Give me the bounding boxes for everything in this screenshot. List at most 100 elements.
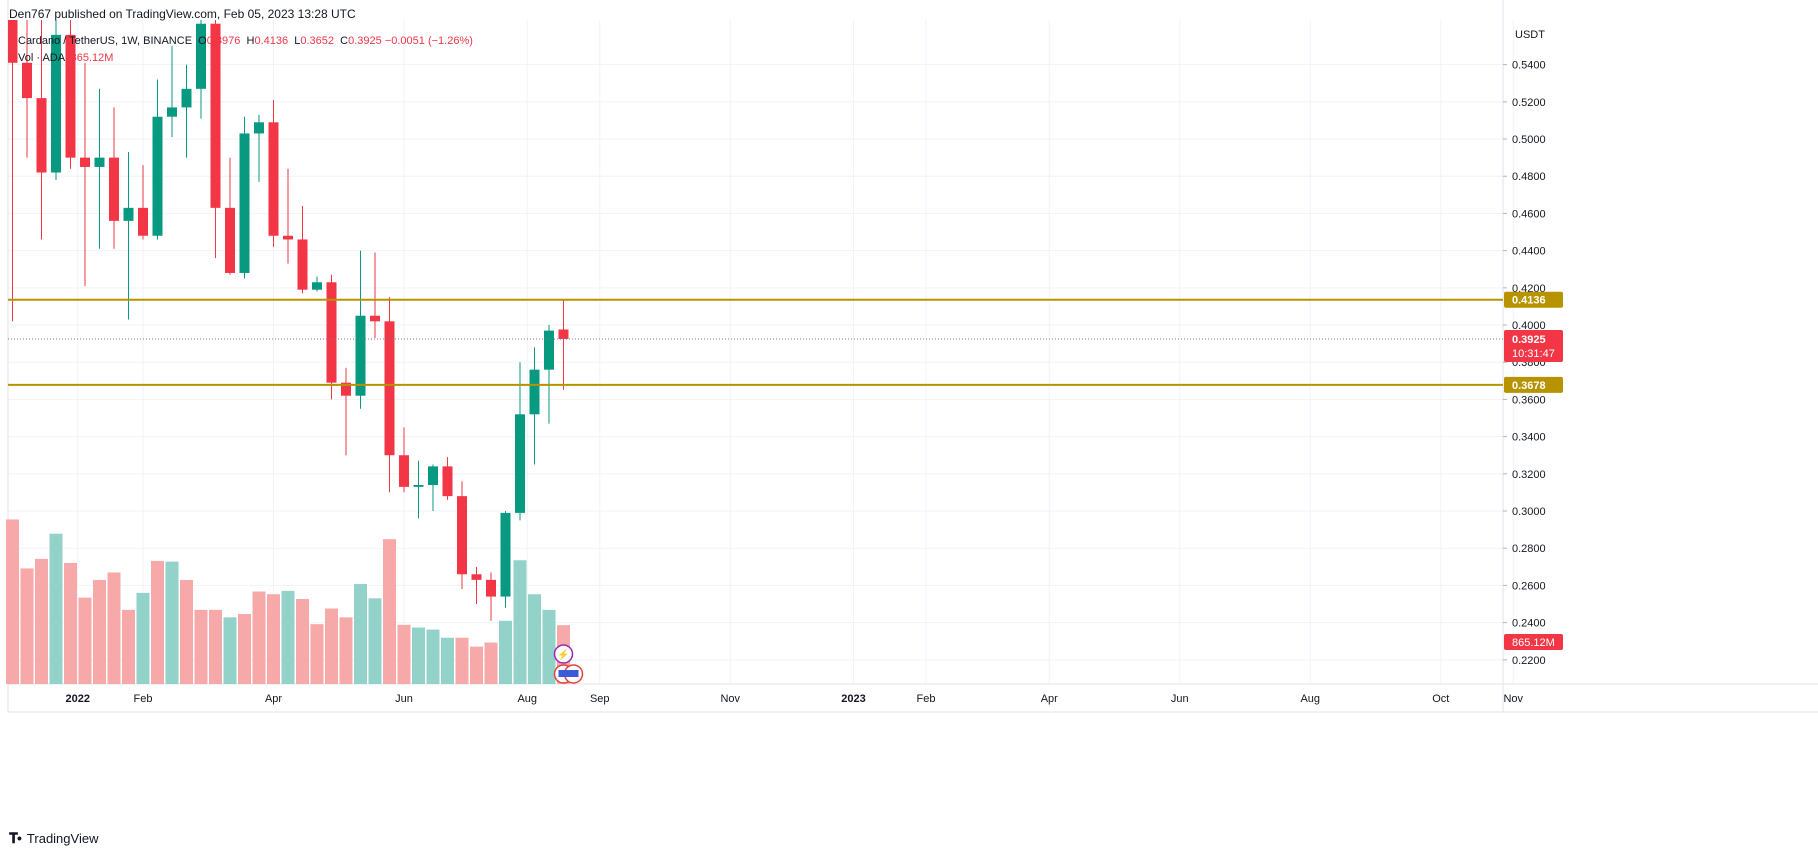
lightning-icon: ⚡ <box>557 648 569 661</box>
candle-body[interactable] <box>225 207 235 273</box>
candle-body[interactable] <box>8 0 18 63</box>
volume-bar[interactable] <box>194 609 208 684</box>
volume-bar[interactable] <box>165 561 179 684</box>
volume-bar[interactable] <box>383 539 396 684</box>
volume-bar[interactable] <box>209 609 222 684</box>
price-axis-unit: USDT <box>1515 29 1545 41</box>
candle-body[interactable] <box>80 157 90 167</box>
candle-body[interactable] <box>558 329 569 339</box>
level-label-bg[interactable] <box>1504 291 1563 308</box>
candle-body[interactable] <box>196 23 206 89</box>
candle-body[interactable] <box>544 330 554 370</box>
volume-bar[interactable] <box>354 584 367 684</box>
price-tick-label: 0.5000 <box>1512 134 1546 146</box>
candle-body[interactable] <box>210 23 221 208</box>
volume-bar[interactable] <box>252 591 266 684</box>
volume-bar[interactable] <box>325 608 338 684</box>
volume-bar[interactable] <box>499 620 512 684</box>
price-tick-label: 0.5400 <box>1512 60 1546 72</box>
volume-bar[interactable] <box>78 597 92 684</box>
time-tick-label: Aug <box>1300 693 1320 705</box>
footer-brand[interactable]: 𝐓• TradingView <box>9 830 98 847</box>
candle-body[interactable] <box>312 282 322 290</box>
volume-bar[interactable] <box>107 572 121 684</box>
candle-body[interactable] <box>152 116 163 236</box>
volume-bar[interactable] <box>528 594 541 684</box>
candle-body[interactable] <box>399 455 409 487</box>
candle-body[interactable] <box>36 98 47 173</box>
change-value: −0.0051 (−1.26%) <box>384 35 473 47</box>
volume-bar[interactable] <box>151 560 164 684</box>
volume-bar[interactable] <box>484 642 498 684</box>
candle-body[interactable] <box>138 207 148 236</box>
volume-bar[interactable] <box>426 629 440 684</box>
price-tick-label: 0.2400 <box>1512 618 1546 630</box>
candle-body[interactable] <box>123 207 134 221</box>
candle-body[interactable] <box>239 133 250 273</box>
candle-body[interactable] <box>486 579 496 597</box>
volume-label[interactable]: Vol · ADA <box>18 52 65 64</box>
volume-bar[interactable] <box>412 627 425 684</box>
volume-bar[interactable] <box>223 617 237 684</box>
volume-bar[interactable] <box>20 568 34 684</box>
volume-bar[interactable] <box>136 592 150 684</box>
candle-body[interactable] <box>471 574 482 580</box>
level-label: 0.3678 <box>1512 380 1546 392</box>
volume-bar[interactable] <box>238 613 251 684</box>
volume-bar[interactable] <box>180 579 193 684</box>
volume-bar[interactable] <box>6 519 19 684</box>
volume-bar[interactable] <box>368 598 382 684</box>
event-marker-icon[interactable] <box>553 644 574 664</box>
candle-body[interactable] <box>94 157 105 167</box>
volume-bar[interactable] <box>441 637 454 684</box>
candle-body[interactable] <box>283 235 293 240</box>
candle-body[interactable] <box>500 512 511 597</box>
candle-body[interactable] <box>65 34 76 158</box>
volume-bar[interactable] <box>296 599 309 684</box>
time-tick-label: 2022 <box>66 693 90 705</box>
candle-body[interactable] <box>268 122 279 236</box>
candle-body[interactable] <box>51 34 61 173</box>
candle-body[interactable] <box>109 157 119 221</box>
candle-body[interactable] <box>167 107 177 117</box>
candle-body[interactable] <box>355 315 366 396</box>
price-tick-label: 0.4800 <box>1512 171 1546 183</box>
volume-bar[interactable] <box>64 562 77 684</box>
volume-bar[interactable] <box>397 624 411 684</box>
candle-body[interactable] <box>529 369 540 415</box>
candle-body[interactable] <box>457 496 467 575</box>
candle-body[interactable] <box>326 282 337 383</box>
published-note: Den767 published on TradingView.com, Feb… <box>9 7 356 21</box>
candle-body[interactable] <box>297 239 308 290</box>
time-tick-label: Oct <box>1432 693 1449 705</box>
candle-body[interactable] <box>428 466 438 485</box>
price-tick-label: 0.2600 <box>1512 580 1546 592</box>
volume-bar[interactable] <box>455 637 469 684</box>
candle-body[interactable] <box>341 382 351 396</box>
candle-body[interactable] <box>515 414 525 513</box>
volume-bar[interactable] <box>281 590 295 684</box>
price-tick-label: 0.5200 <box>1512 97 1546 109</box>
candle-body[interactable] <box>370 315 380 322</box>
candle-body[interactable] <box>22 62 32 99</box>
volume-bar[interactable] <box>542 609 556 684</box>
volume-bar[interactable] <box>49 533 63 684</box>
volume-bar[interactable] <box>339 617 353 684</box>
candle-body[interactable] <box>181 88 192 108</box>
candle-body[interactable] <box>413 484 424 487</box>
volume-bar[interactable] <box>35 558 48 684</box>
level-label-bg[interactable] <box>1504 376 1563 393</box>
candle-body[interactable] <box>384 321 395 456</box>
volume-bar[interactable] <box>513 560 527 684</box>
price-tick-label: 0.4400 <box>1512 246 1546 258</box>
candle-body[interactable] <box>254 122 264 134</box>
volume-bar[interactable] <box>267 594 280 684</box>
volume-bar[interactable] <box>93 579 106 684</box>
volume-bar[interactable] <box>122 609 135 684</box>
candle-body[interactable] <box>442 466 453 497</box>
symbol-name[interactable]: Cardano / TetherUS, 1W, BINANCE <box>18 35 193 47</box>
price-tick-label: 0.3400 <box>1512 432 1546 444</box>
volume-bar[interactable] <box>310 624 324 684</box>
volume-bar[interactable] <box>470 646 483 684</box>
